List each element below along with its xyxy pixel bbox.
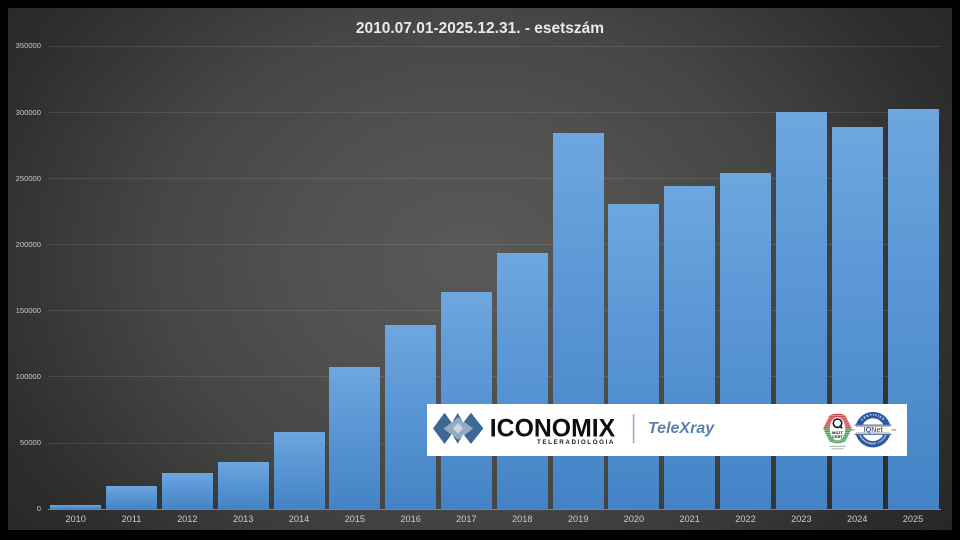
svg-text:TELERADIOLÓGIA: TELERADIOLÓGIA: [536, 437, 614, 446]
svg-text:IQNet: IQNet: [863, 425, 883, 434]
svg-text:CERT: CERT: [832, 434, 843, 439]
svg-text:MSZT: MSZT: [832, 430, 843, 435]
svg-text:TeleXray: TeleXray: [648, 420, 715, 437]
svg-text:ICONOMIX: ICONOMIX: [489, 416, 615, 443]
